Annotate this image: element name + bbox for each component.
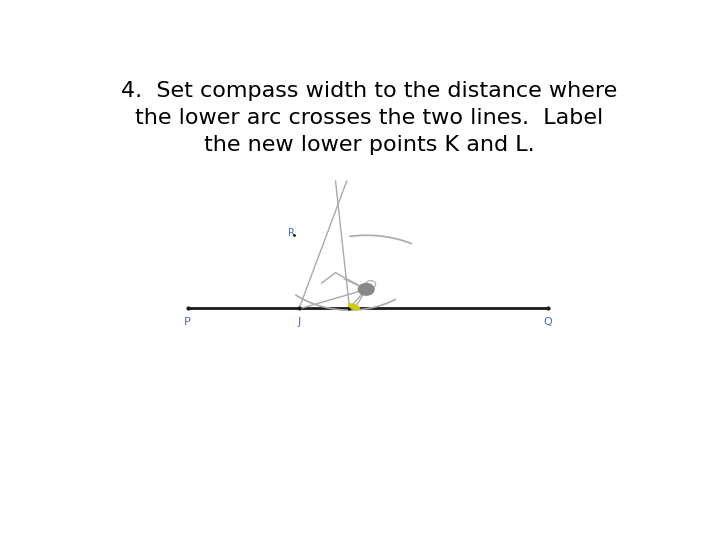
Text: 4.  Set compass width to the distance where: 4. Set compass width to the distance whe… (121, 82, 617, 102)
Text: the lower arc crosses the two lines.  Label: the lower arc crosses the two lines. Lab… (135, 109, 603, 129)
Text: Q: Q (543, 317, 552, 327)
Circle shape (359, 284, 374, 295)
Text: J: J (297, 317, 301, 327)
Text: the new lower points K and L.: the new lower points K and L. (204, 136, 534, 156)
Text: P: P (184, 317, 191, 327)
Text: R: R (288, 228, 295, 238)
Ellipse shape (348, 304, 359, 310)
